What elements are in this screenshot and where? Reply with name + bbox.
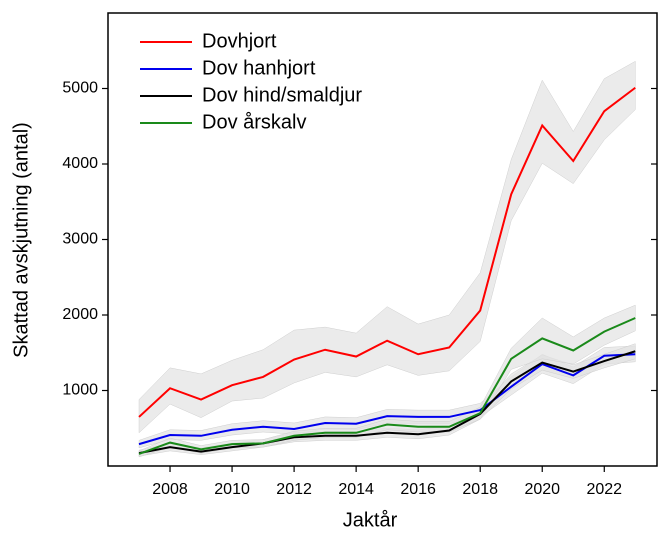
- series-line: [138, 86, 636, 418]
- x-tick-label: 2016: [400, 481, 436, 498]
- x-tick-label: 2014: [338, 481, 374, 498]
- x-tick-label: 2018: [462, 481, 498, 498]
- legend-label: Dov årskalv: [202, 111, 306, 133]
- legend-label: Dov hind/smaldjur: [202, 84, 362, 106]
- series-line: [138, 317, 636, 455]
- y-tick-label: 3000: [62, 231, 98, 248]
- y-axis-label: Skattad avskjutning (antal): [10, 122, 32, 358]
- x-tick-label: 2020: [524, 481, 560, 498]
- legend-label: Dovhjort: [202, 30, 277, 52]
- y-tick-label: 2000: [62, 306, 98, 323]
- x-tick-label: 2010: [214, 481, 250, 498]
- y-tick-label: 1000: [62, 382, 98, 399]
- x-tick-label: 2022: [586, 481, 622, 498]
- y-tick-label: 5000: [62, 80, 98, 97]
- x-tick-label: 2008: [152, 481, 188, 498]
- confidence-band: [138, 304, 636, 458]
- series-line: [138, 350, 636, 455]
- y-tick-label: 4000: [62, 155, 98, 172]
- x-tick-label: 2012: [276, 481, 312, 498]
- series-line: [138, 353, 636, 446]
- legend-label: Dov hanhjort: [202, 57, 316, 79]
- x-axis-label: Jaktår: [343, 509, 398, 531]
- confidence-band: [138, 345, 636, 449]
